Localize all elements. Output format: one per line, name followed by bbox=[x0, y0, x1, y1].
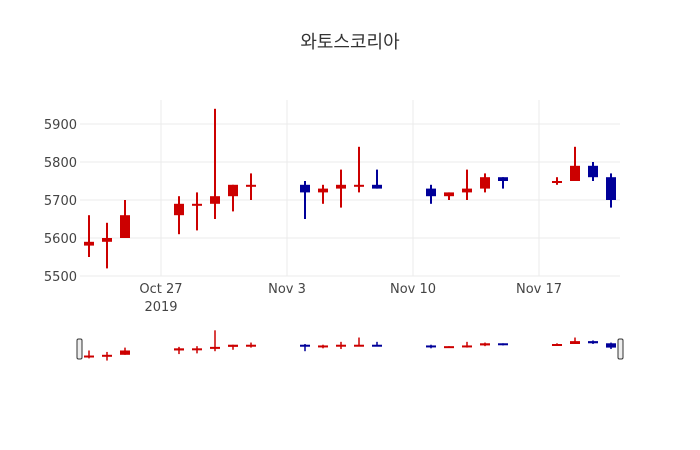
mini-candle bbox=[174, 346, 184, 355]
candle bbox=[570, 146, 580, 181]
chart-title: 와토스코리아 bbox=[300, 32, 400, 53]
candle bbox=[426, 184, 436, 204]
candle bbox=[552, 177, 562, 185]
x-tick-label: Oct 27 bbox=[139, 282, 182, 297]
x-tick-label: Nov 10 bbox=[390, 282, 436, 297]
mini-candle bbox=[102, 351, 112, 361]
y-tick-label: 5500 bbox=[44, 270, 77, 285]
candle bbox=[192, 192, 202, 231]
mini-candle bbox=[426, 344, 436, 349]
mini-candle bbox=[606, 342, 616, 350]
mini-candle bbox=[318, 344, 328, 349]
mini-candle bbox=[354, 337, 364, 347]
candle bbox=[210, 108, 220, 219]
candle bbox=[300, 181, 310, 219]
candle bbox=[246, 173, 256, 200]
candle bbox=[102, 222, 112, 269]
mini-candle bbox=[462, 341, 472, 348]
y-tick-label: 5600 bbox=[44, 232, 77, 247]
y-tick-label: 5700 bbox=[44, 194, 77, 209]
candle bbox=[588, 162, 598, 181]
gridlines bbox=[80, 100, 620, 277]
mini-candle bbox=[84, 350, 94, 359]
y-tick-label: 5800 bbox=[44, 156, 77, 171]
mini-candle bbox=[480, 342, 490, 347]
candle bbox=[318, 184, 328, 204]
mini-candle bbox=[336, 341, 346, 350]
mini-candle bbox=[372, 341, 382, 347]
candle bbox=[480, 173, 490, 193]
mini-candle bbox=[192, 346, 202, 354]
mini-candle bbox=[120, 347, 130, 355]
range-slider[interactable] bbox=[76, 330, 624, 361]
candle bbox=[372, 169, 382, 189]
x-axis: Oct 27 2019 Nov 3 Nov 10 Nov 17 bbox=[139, 282, 562, 315]
candle bbox=[498, 177, 508, 189]
mini-candle bbox=[552, 343, 562, 346]
candle bbox=[354, 146, 364, 193]
mini-candle bbox=[570, 337, 580, 344]
x-tick-label: Nov 3 bbox=[268, 282, 306, 297]
x-tick-year: 2019 bbox=[144, 300, 177, 315]
mini-candle bbox=[588, 340, 598, 344]
candle bbox=[606, 173, 616, 208]
range-slider-left-handle[interactable] bbox=[76, 338, 83, 360]
x-tick-label: Nov 17 bbox=[516, 282, 562, 297]
candles bbox=[84, 108, 616, 269]
candle bbox=[228, 184, 238, 212]
candle bbox=[444, 192, 454, 200]
mini-candle bbox=[300, 344, 310, 352]
range-slider-candles bbox=[84, 330, 616, 361]
mini-candle bbox=[444, 346, 454, 349]
range-slider-right-handle[interactable] bbox=[617, 338, 624, 360]
y-axis: 5500 5600 5700 5800 5900 bbox=[44, 118, 77, 285]
candle bbox=[84, 215, 94, 257]
mini-candle bbox=[228, 344, 238, 350]
candle bbox=[336, 169, 346, 208]
mini-candle bbox=[498, 343, 508, 346]
y-tick-label: 5900 bbox=[44, 118, 77, 133]
mini-candle bbox=[246, 342, 256, 348]
mini-candle bbox=[210, 330, 220, 352]
candle bbox=[174, 196, 184, 235]
candle bbox=[462, 169, 472, 200]
candle bbox=[120, 200, 130, 238]
